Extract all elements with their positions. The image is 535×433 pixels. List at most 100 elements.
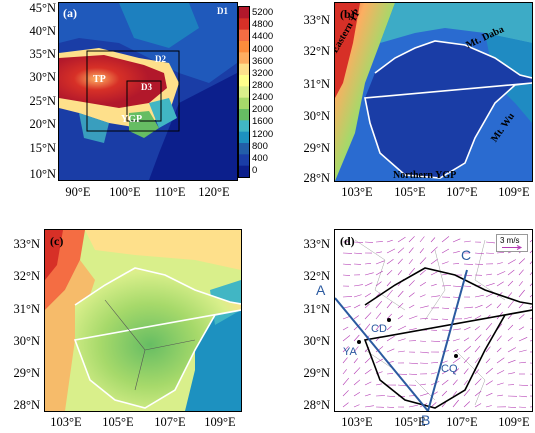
panel-a-lat-tick: 40°N xyxy=(29,24,56,38)
panel-b-lon-tick: 103°E xyxy=(341,185,373,199)
wind-arrow xyxy=(518,326,525,331)
wind-arrow xyxy=(353,334,360,342)
wind-arrow xyxy=(507,269,515,276)
wind-arrow xyxy=(496,394,503,397)
wind-arrow xyxy=(430,271,438,276)
wind-arrow xyxy=(419,351,430,354)
panel-a-lon-tick: 100°E xyxy=(109,185,141,199)
colorbar-swatch xyxy=(239,52,249,65)
wind-arrow xyxy=(529,261,532,265)
panel-b-lon-tick: 105°E xyxy=(394,185,426,199)
wind-arrow xyxy=(397,350,405,353)
panel-b-lat-tick: 32°N xyxy=(303,44,330,58)
wind-arrow xyxy=(485,405,492,408)
wind-arrow xyxy=(419,236,425,243)
wind-arrow xyxy=(364,381,372,386)
wind-arrow xyxy=(496,370,505,375)
wind-arrow xyxy=(430,259,438,265)
wind-arrow xyxy=(463,368,469,375)
wind-arrow xyxy=(452,391,457,397)
colorbar-tick-label: 4800 xyxy=(252,19,274,31)
wind-arrow xyxy=(496,252,505,254)
wind-arrow xyxy=(441,261,449,265)
wind-arrow xyxy=(474,357,480,364)
wind-arrow xyxy=(342,346,349,353)
wind-arrow xyxy=(375,281,382,287)
panel-c-lat-tick: 30°N xyxy=(13,334,40,348)
colorbar-tick-label: 2000 xyxy=(252,104,274,116)
wind-arrow xyxy=(463,240,471,243)
section-point-b: B xyxy=(421,412,431,428)
wind-arrow xyxy=(496,382,504,386)
panel-b-lon-tick: 107°E xyxy=(446,185,478,199)
wind-arrow xyxy=(485,392,493,397)
wind-arrow xyxy=(518,395,528,398)
wind-arrow xyxy=(375,383,382,386)
wind-arrow xyxy=(463,326,471,331)
wind-arrow xyxy=(485,380,493,386)
wind-arrow xyxy=(375,312,382,320)
panel-c-lat-tick: 29°N xyxy=(13,366,40,380)
wind-arrow xyxy=(419,317,429,320)
colorbar-tick-label: 3200 xyxy=(252,67,274,79)
wind-arrow xyxy=(375,241,384,243)
wind-arrow xyxy=(375,300,383,309)
wind-arrow xyxy=(342,316,350,320)
wind-arrow xyxy=(529,384,532,386)
wind-arrow xyxy=(452,263,460,265)
wind-arrow xyxy=(342,369,347,375)
wind-arrow xyxy=(474,315,482,320)
wind-arrow xyxy=(496,347,502,353)
colorbar-swatch xyxy=(239,86,249,99)
wind-arrow xyxy=(463,285,472,287)
wind-arrow xyxy=(474,369,480,375)
wind-arrow xyxy=(397,270,403,276)
colorbar-swatch xyxy=(239,143,249,155)
wind-arrow xyxy=(518,406,527,408)
colorbar-tick-label: 5200 xyxy=(252,7,274,19)
wind-arrow xyxy=(353,294,362,298)
wind-arrow xyxy=(485,241,496,244)
wind-arrow xyxy=(463,263,474,265)
wind-arrow xyxy=(474,378,482,386)
wind-arrow xyxy=(507,300,514,309)
wind-arrow xyxy=(364,282,373,287)
panel-d-lon-tick: 105°E xyxy=(394,415,426,429)
wind-arrow xyxy=(430,295,440,298)
panel-d-lon-tick: 103°E xyxy=(341,415,373,429)
wind-arrow xyxy=(485,334,492,342)
wind-arrow xyxy=(441,390,448,397)
panel-d-lon-tick: 107°E xyxy=(446,415,478,429)
wind-arrow xyxy=(507,359,516,364)
wind-arrow xyxy=(474,345,481,353)
wind-arrow xyxy=(419,294,426,298)
wind-arrow xyxy=(474,294,484,298)
wind-arrow xyxy=(353,367,361,375)
wind-arrow xyxy=(397,338,406,342)
wind-vectors xyxy=(342,236,532,408)
box-label-d3: D3 xyxy=(141,82,152,92)
colorbar-tick-label: 400 xyxy=(252,152,268,164)
wind-arrow xyxy=(342,390,349,397)
wind-arrow xyxy=(353,304,361,309)
wind-arrow xyxy=(441,360,448,364)
wind-arrow xyxy=(397,384,407,387)
wind-arrow xyxy=(342,263,352,266)
wind-arrow xyxy=(353,252,363,255)
wind-arrow xyxy=(507,347,516,353)
wind-arrow xyxy=(529,329,532,331)
wind-arrow xyxy=(386,335,395,342)
panel-d-lat-tick: 31°N xyxy=(303,302,330,316)
wind-arrow xyxy=(452,349,459,353)
wind-arrow xyxy=(408,236,415,243)
wind-arrow xyxy=(386,239,393,243)
wind-arrow xyxy=(430,340,441,342)
wind-arrow xyxy=(518,337,528,342)
wind-arrow xyxy=(408,404,418,408)
wind-arrow xyxy=(408,292,415,298)
wind-arrow xyxy=(441,402,447,408)
wind-arrow xyxy=(353,379,361,386)
wind-arrow xyxy=(364,393,371,397)
wind-arrow xyxy=(386,301,393,309)
wind-arrow xyxy=(452,238,461,243)
